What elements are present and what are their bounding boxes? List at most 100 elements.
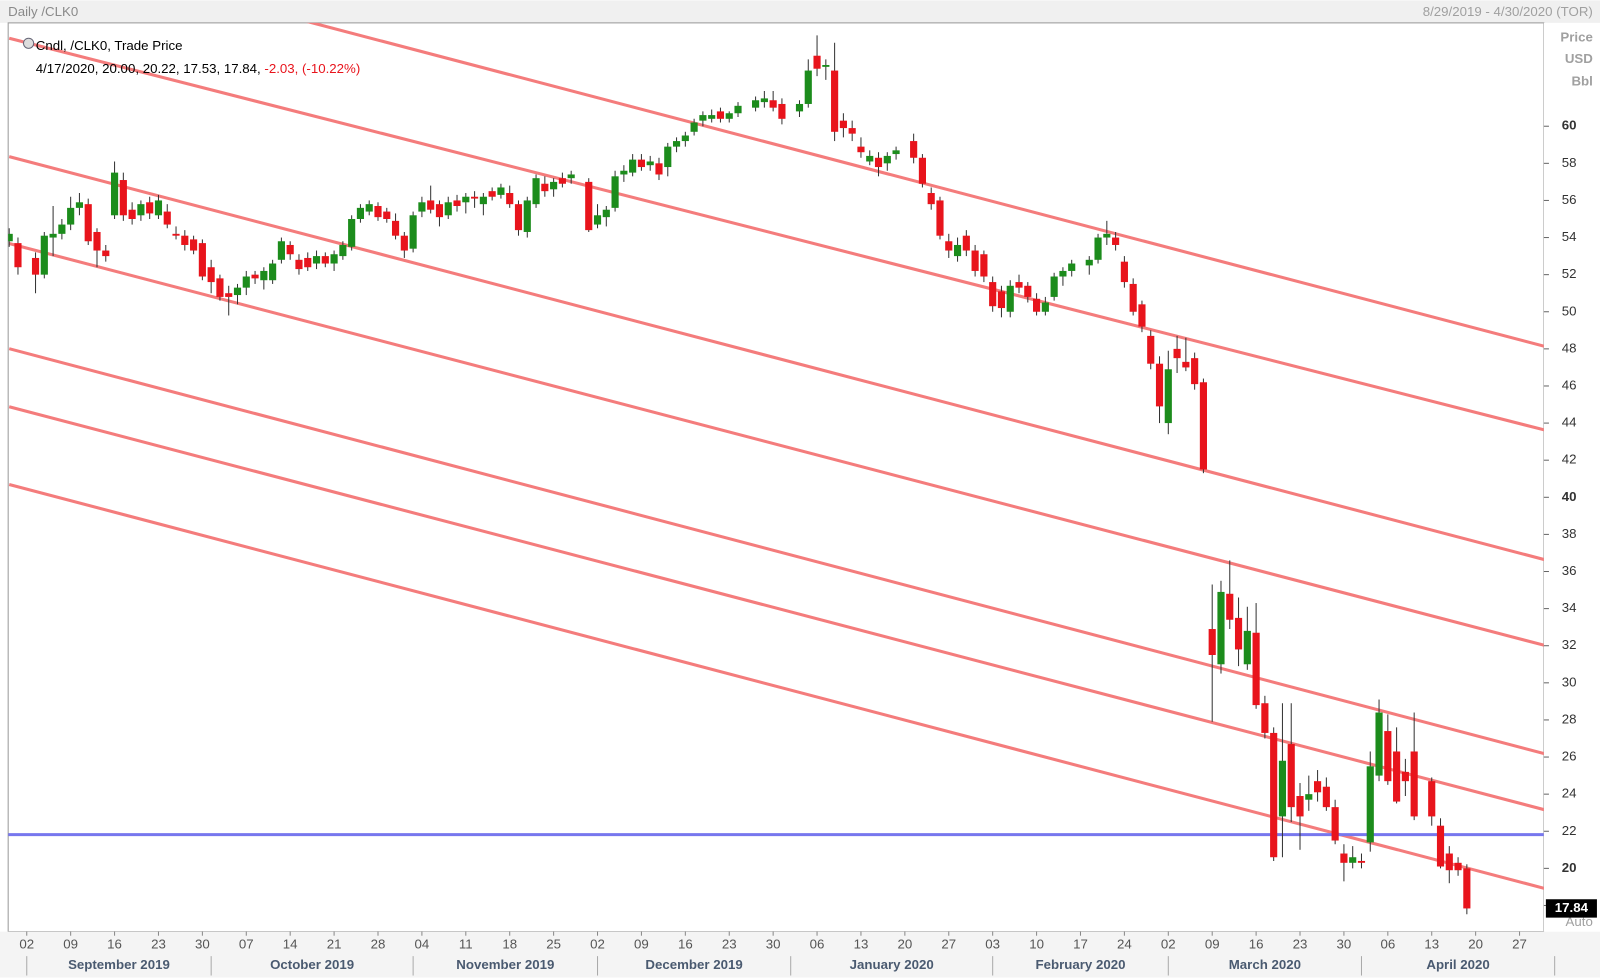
y-tick-label: 36	[1562, 563, 1577, 578]
candle-body	[1182, 361, 1190, 368]
candle-body	[1173, 348, 1181, 359]
x-tick-label: 06	[810, 936, 825, 951]
candle-body	[532, 178, 540, 205]
scale-mode[interactable]: Auto	[1566, 914, 1593, 929]
candle-body	[383, 211, 391, 219]
x-tick-label: 07	[239, 936, 254, 951]
x-axis-area	[0, 931, 1600, 978]
axis-label: Bbl	[1571, 74, 1592, 89]
candle-body	[295, 259, 303, 270]
candle-body	[1436, 825, 1445, 867]
x-tick-label: 02	[1161, 936, 1176, 951]
candle-body	[971, 250, 979, 271]
y-tick-label: 46	[1562, 377, 1577, 392]
candle-body	[154, 200, 163, 216]
candle-body	[778, 103, 786, 119]
last-price-label: 17.84	[1555, 900, 1589, 915]
y-tick-label: 52	[1562, 266, 1577, 281]
candle-body	[1445, 853, 1453, 871]
y-tick-label: 22	[1562, 823, 1577, 838]
x-tick-label: 09	[1205, 936, 1220, 951]
candle-body	[1006, 285, 1014, 312]
month-label: October 2019	[270, 957, 354, 972]
x-tick-label: 30	[1337, 936, 1352, 951]
candle-body	[1068, 263, 1076, 271]
candle-body	[58, 224, 66, 234]
legend-title: Cndl, /CLK0, Trade Price	[36, 38, 183, 53]
x-tick-label: 16	[107, 936, 122, 951]
candle-body	[40, 235, 48, 275]
candle-body	[181, 235, 189, 245]
candle-body	[1164, 369, 1172, 424]
candle-body	[839, 120, 847, 129]
x-tick-label: 20	[1468, 936, 1483, 951]
candle-body	[945, 241, 953, 251]
candle-body	[163, 211, 171, 225]
x-tick-label: 23	[151, 936, 166, 951]
y-tick-label: 54	[1562, 229, 1577, 244]
trendline	[8, 242, 1544, 647]
candle-body	[330, 254, 338, 264]
candle-body	[699, 115, 707, 121]
candle-body	[207, 267, 215, 283]
month-label: December 2019	[645, 957, 742, 972]
candle-body	[1024, 285, 1032, 297]
candle-body	[611, 176, 619, 208]
candle-body	[427, 200, 435, 210]
candle-body	[585, 181, 593, 231]
candle-body	[874, 157, 883, 168]
candle-body	[1199, 382, 1207, 470]
candle-body	[813, 55, 821, 69]
trendline	[8, 347, 1544, 756]
y-tick-label: 40	[1562, 489, 1577, 504]
candle-body	[479, 196, 487, 205]
candle-body	[953, 244, 962, 257]
y-tick-label: 34	[1562, 600, 1577, 615]
x-tick-label: 14	[283, 936, 298, 951]
candle-body	[857, 146, 865, 153]
y-tick-label: 48	[1562, 340, 1577, 355]
candle-body	[67, 207, 75, 225]
candle-body	[848, 128, 856, 134]
candle-body	[146, 202, 154, 214]
legend-change: -2.03, (-10.22%)	[264, 60, 360, 75]
candle-body	[1147, 335, 1155, 364]
candle-body	[936, 200, 944, 236]
candle-body	[1217, 591, 1225, 665]
candle-body	[128, 209, 136, 219]
candle-body	[260, 270, 268, 281]
x-tick-label: 09	[63, 936, 78, 951]
candle-body	[1226, 593, 1234, 620]
candle-body	[760, 98, 768, 103]
x-tick-label: 13	[854, 936, 869, 951]
candle-body	[1375, 712, 1383, 776]
candle-body	[708, 115, 716, 119]
candle-body	[1305, 794, 1313, 800]
candle-body	[646, 161, 654, 166]
trendline	[306, 22, 1544, 348]
header-range: 8/29/2019 - 4/30/2020 (TOR)	[1423, 4, 1593, 19]
candle-body	[348, 218, 356, 247]
axis-label: USD	[1565, 51, 1593, 66]
x-tick-label: 20	[897, 936, 912, 951]
candle-body	[1270, 732, 1278, 858]
candle-body	[567, 174, 575, 179]
y-tick-label: 30	[1562, 674, 1577, 689]
candle-body	[734, 105, 742, 114]
candle-body	[1296, 796, 1304, 817]
candle-body	[980, 254, 988, 277]
candle-body	[488, 191, 496, 197]
x-tick-label: 03	[985, 936, 1000, 951]
y-axis-area	[1543, 22, 1600, 932]
candle-body	[391, 220, 400, 236]
candle-body	[1314, 781, 1322, 793]
candle-body	[119, 180, 127, 216]
legend-icon[interactable]	[22, 37, 35, 49]
candle-body	[1366, 766, 1374, 843]
candle-body	[225, 293, 233, 297]
y-tick-label: 32	[1562, 637, 1577, 652]
candle-body	[400, 235, 408, 251]
x-tick-label: 17	[1073, 936, 1088, 951]
candle-body	[1287, 744, 1295, 808]
